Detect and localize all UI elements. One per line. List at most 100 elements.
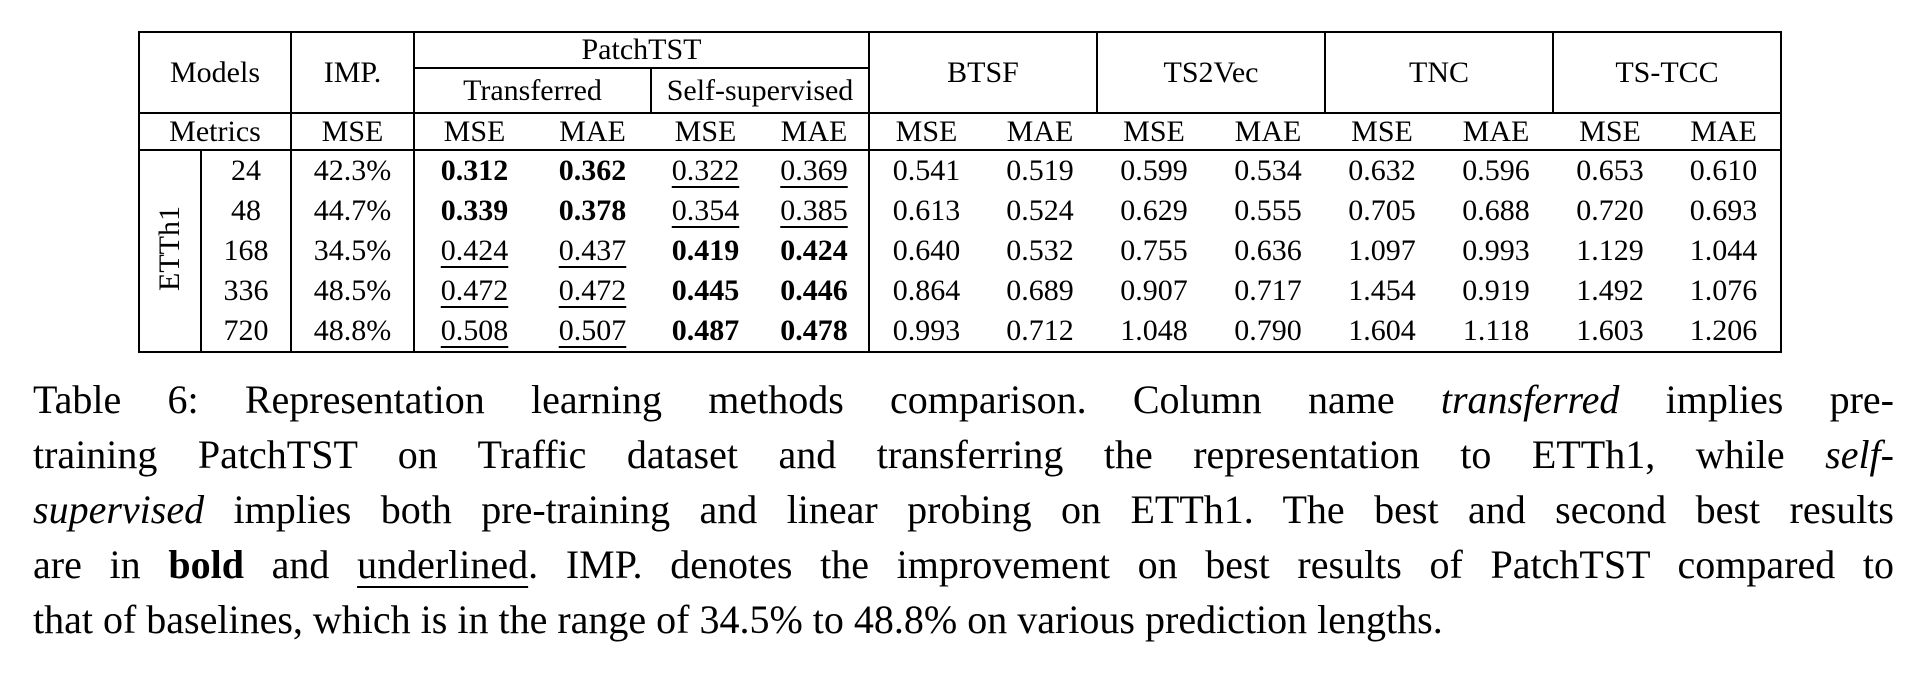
value-cell: 0.472 <box>440 274 509 307</box>
value-cell: 0.688 <box>1462 194 1530 227</box>
metric-header: MSE <box>414 112 534 151</box>
group-header-ts2vec: TS2Vec <box>1097 32 1327 113</box>
metric-header: MSE <box>1097 112 1211 151</box>
value-cell: 0.712 <box>1006 314 1074 347</box>
group-header-btsf: BTSF <box>869 32 1098 113</box>
header-subgroup-row: Transferred Self-supervised <box>139 68 1781 113</box>
value-cell: 0.864 <box>892 274 961 307</box>
imp-header: IMP. <box>291 32 415 113</box>
value-cell: 1.604 <box>1348 314 1416 347</box>
metric-header: MSE <box>1325 112 1440 151</box>
caption-text-segment: supervised <box>33 487 205 532</box>
value-cell: 0.705 <box>1348 194 1416 227</box>
metric-header: MSE <box>869 112 983 151</box>
caption-line: supervised implies both pre-training and… <box>33 482 1894 537</box>
caption-text-segment: . IMP. denotes the improvement on best r… <box>528 542 1894 587</box>
value-cell: 0.613 <box>892 194 961 227</box>
value-cell: 0.487 <box>671 314 740 347</box>
value-cell: 0.424 <box>760 231 870 271</box>
value-cell: 0.519 <box>1006 154 1074 187</box>
value-cell: 0.596 <box>1462 154 1530 187</box>
caption-text-segment: implies pre- <box>1619 377 1894 422</box>
value-cell: 0.354 <box>671 194 740 227</box>
value-cell: 0.640 <box>892 234 961 267</box>
prediction-length-cell: 168 <box>201 231 292 271</box>
value-cell: 0.534 <box>1234 154 1302 187</box>
value-cell: 0.524 <box>1006 194 1074 227</box>
caption-text-segment: training PatchTST on Traffic dataset and… <box>33 432 1826 477</box>
caption-text-segment: implies both pre-training and linear pro… <box>204 487 1895 532</box>
value-cell: 0.385 <box>760 191 870 231</box>
value-cell: 1.044 <box>1689 234 1758 267</box>
table-row: 168 34.5% 0.424 0.437 0.419 0.424 0.640 0.532 0.… <box>139 231 1781 271</box>
caption-text-segment: are in <box>33 542 169 587</box>
subgroup-header-self-supervised: Self-supervised <box>651 68 870 113</box>
imp-value-cell: 34.5% <box>291 231 415 271</box>
value-cell: 0.419 <box>671 234 740 267</box>
value-cell: 0.445 <box>671 274 740 307</box>
value-cell: 0.653 <box>1576 154 1644 187</box>
table-row: ETTh1 24 42.3% 0.312 0.362 0.322 0.369 0.541 0.5… <box>139 150 1781 352</box>
value-cell: 0.472 <box>558 274 627 307</box>
caption-line: training PatchTST on Traffic dataset and… <box>33 427 1894 482</box>
value-cell: 0.424 <box>440 234 509 267</box>
value-cell: 0.907 <box>1120 274 1188 307</box>
imp-value-cell: 42.3% <box>291 150 415 191</box>
metric-header: MAE <box>1439 112 1554 151</box>
value-cell: 0.322 <box>671 154 740 187</box>
metric-header: MSE <box>651 112 760 151</box>
caption-text-segment: transferred <box>1440 377 1620 422</box>
value-cell: 0.790 <box>1234 314 1302 347</box>
table-body: ETTh1 24 42.3% 0.312 0.362 0.322 0.369 0.541 0.5… <box>139 150 1781 352</box>
value-cell: 1.097 <box>1348 234 1416 267</box>
value-cell: 0.919 <box>1462 274 1530 307</box>
table-row: 336 48.5% 0.472 0.472 0.445 0.446 0.864 0.689 0.… <box>139 271 1781 311</box>
metric-header: MSE <box>1553 112 1668 151</box>
value-cell: 0.629 <box>1120 194 1188 227</box>
caption-text-segment: Table 6: Representation learning methods… <box>33 377 1441 422</box>
value-cell: 1.206 <box>1689 314 1758 347</box>
subgroup-header-transferred: Transferred <box>414 68 652 113</box>
caption-text-segment: self- <box>1825 432 1894 477</box>
value-cell: 0.755 <box>1120 234 1188 267</box>
value-cell: 0.446 <box>760 271 870 311</box>
value-cell: 0.532 <box>1006 234 1074 267</box>
results-table: Models IMP. PatchTST BTSF TS2Vec TNC TS-… <box>138 31 1783 353</box>
imp-value-cell: 44.7% <box>291 191 415 231</box>
value-cell: 0.478 <box>760 311 870 352</box>
table-row: 720 48.8% 0.508 0.507 0.487 0.478 0.993 0.712 1.… <box>139 311 1781 352</box>
value-cell: 0.555 <box>1234 194 1302 227</box>
value-cell: 0.720 <box>1576 194 1644 227</box>
table-caption: Table 6: Representation learning methods… <box>33 372 1894 647</box>
value-cell: 0.693 <box>1689 194 1758 227</box>
dataset-label: ETTh1 <box>139 150 202 352</box>
imp-value-cell: 48.8% <box>291 311 415 352</box>
value-cell: 0.339 <box>440 194 509 227</box>
value-cell: 0.507 <box>558 314 627 347</box>
metrics-row: Metrics MSE MSE MAE MSE MAE MSE MAE MSE … <box>139 112 1782 151</box>
imp-value-cell: 48.5% <box>291 271 415 311</box>
value-cell: 1.454 <box>1348 274 1416 307</box>
value-cell: 0.717 <box>1234 274 1302 307</box>
value-cell: 1.118 <box>1462 314 1530 347</box>
value-cell: 0.312 <box>440 154 509 187</box>
metrics-header: Metrics <box>139 112 292 151</box>
caption-text-segment: underlined <box>357 542 529 587</box>
value-cell: 0.369 <box>760 150 870 191</box>
value-cell: 0.689 <box>1006 274 1074 307</box>
metric-header: MAE <box>534 112 651 151</box>
value-cell: 0.632 <box>1348 154 1416 187</box>
value-cell: 1.492 <box>1576 274 1644 307</box>
value-cell: 0.437 <box>558 234 627 267</box>
metric-header: MAE <box>983 112 1097 151</box>
prediction-length-cell: 720 <box>201 311 292 352</box>
caption-line: are in bold and underlined. IMP. denotes… <box>33 537 1894 592</box>
value-cell: 1.129 <box>1576 234 1644 267</box>
prediction-length-cell: 336 <box>201 271 292 311</box>
value-cell: 0.636 <box>1234 234 1302 267</box>
caption-text-segment: bold <box>168 542 244 587</box>
group-header-tstcc: TS-TCC <box>1615 55 1719 89</box>
value-cell: 0.362 <box>558 154 627 187</box>
value-cell: 0.508 <box>440 314 509 347</box>
